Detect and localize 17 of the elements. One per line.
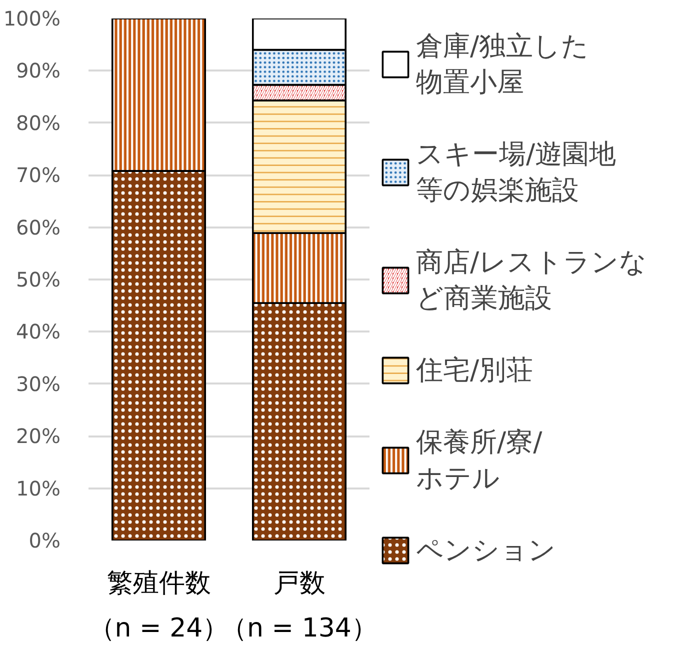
legend-label: 商店/レストランなど商業施設 bbox=[416, 246, 648, 316]
y-tick-label: 20% bbox=[16, 424, 60, 448]
y-tick-label: 90% bbox=[16, 58, 60, 83]
legend-label: 倉庫/独立した物置小屋 bbox=[416, 30, 590, 100]
y-tick-label: 80% bbox=[16, 110, 60, 135]
y-tick-label: 100% bbox=[3, 6, 61, 30]
y-tick-label: 10% bbox=[16, 476, 60, 500]
y-tick-label: 30% bbox=[16, 372, 60, 396]
y-tick-label: 40% bbox=[16, 320, 60, 344]
y-tick-label: 50% bbox=[16, 268, 60, 292]
legend-label: スキー場/遊園地等の娯楽施設 bbox=[416, 138, 616, 208]
legend-label: ペンション bbox=[416, 534, 556, 568]
legend-label: 保養所/寮/ホテル bbox=[416, 426, 542, 496]
y-tick-label: 70% bbox=[16, 163, 60, 188]
y-tick-label: 60% bbox=[16, 215, 60, 240]
y-tick-label: 0% bbox=[28, 528, 61, 552]
legend-label: 住宅/別荘 bbox=[416, 354, 534, 388]
